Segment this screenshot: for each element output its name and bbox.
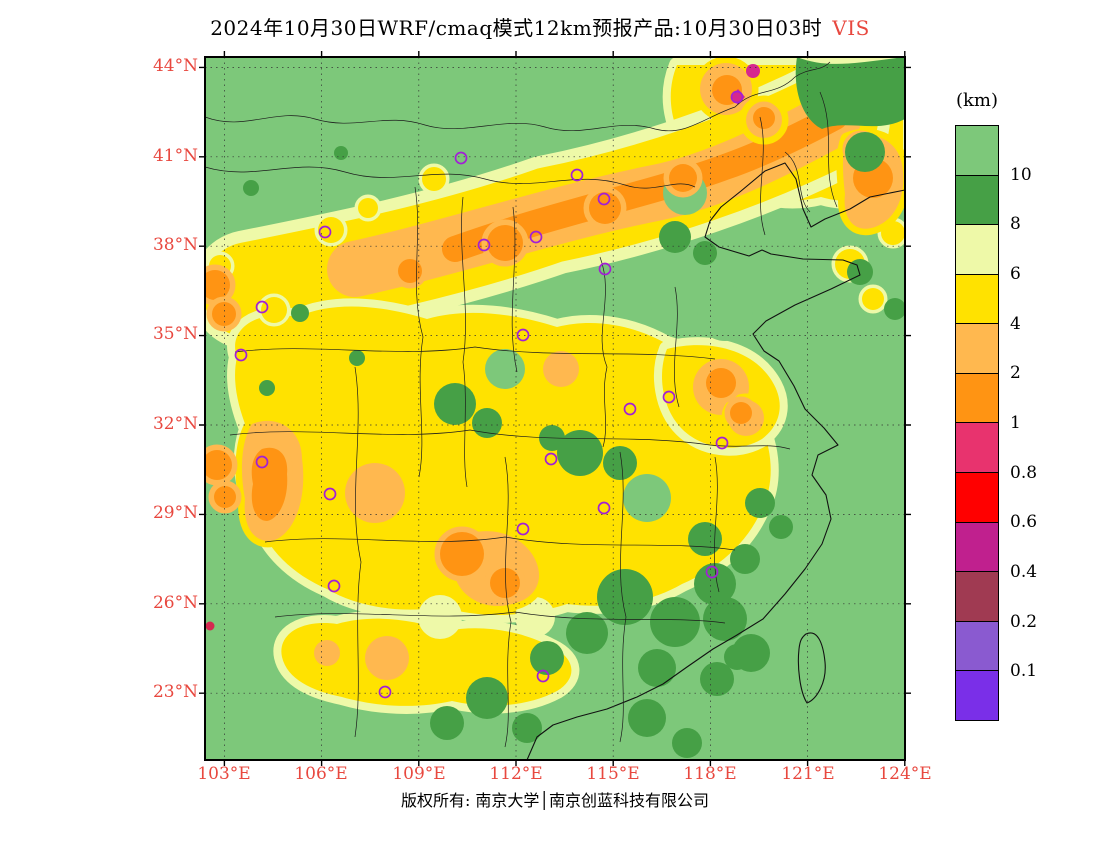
city-marker [623,402,637,416]
forecast-map-canvas [199,51,911,766]
city-marker [516,522,530,536]
map-frame [204,56,906,761]
city-marker [234,348,248,362]
colorbar-segment [956,324,998,374]
city-markers [234,90,744,699]
lon-label-112e: 112°E [489,764,543,784]
lon-label-121e: 121°E [781,764,835,784]
city-marker [378,685,392,699]
low-vis-spot [746,64,760,78]
low-vis-spot [205,621,215,631]
city-marker [662,390,676,404]
city-marker [544,452,558,466]
colorbar-segment [956,373,998,424]
colorbar-segment [956,473,998,523]
lat-label-29n: 29°N [152,503,198,523]
lat-label-38n: 38°N [152,235,198,255]
colorbar-tick-label: 6 [1010,264,1021,284]
city-marker [454,151,468,165]
city-marker [318,225,332,239]
lon-label-115e: 115°E [586,764,640,784]
copyright-text: 版权所有: 南京大学│南京创蓝科技有限公司 [400,791,710,810]
lat-label-32n: 32°N [152,414,198,434]
colorbar-tick-label: 10 [1010,165,1032,185]
plot-title-text: 2024年10月30日WRF/cmaq模式12km预报产品:10月30日03时 [210,16,823,40]
colorbar-segment [956,621,998,672]
province-boundaries [205,61,905,760]
colorbar-segment [956,572,998,622]
city-marker [516,328,530,342]
colorbar-tick-label: 1 [1010,413,1021,433]
city-marker [327,579,341,593]
colorbar-tick-label: 0.2 [1010,612,1038,632]
colorbar [955,125,999,721]
forecast-map [199,51,911,766]
colorbar-segment [956,175,998,226]
city-marker [598,262,612,276]
plot-title: 2024年10月30日WRF/cmaq模式12km预报产品:10月30日03时 V… [60,12,1020,41]
colorbar-segment [956,225,998,275]
colorbar-tick-label: 0.1 [1010,661,1038,681]
city-marker [570,168,584,182]
colorbar-tick-label: 8 [1010,214,1021,234]
lat-label-44n: 44°N [152,56,198,76]
colorbar-tick-label: 0.8 [1010,463,1038,483]
colorbar-tick-label: 2 [1010,363,1021,383]
lat-label-41n: 41°N [152,146,198,166]
city-marker [730,90,744,104]
city-marker [529,230,543,244]
lon-label-118e: 118°E [683,764,737,784]
map-fill-layer [205,57,905,760]
lon-label-109e: 109°E [392,764,446,784]
product-name: VIS [832,16,870,40]
lat-label-35n: 35°N [152,324,198,344]
lat-label-23n: 23°N [152,682,198,702]
colorbar-tick-label: 0.6 [1010,512,1038,532]
city-marker [255,455,269,469]
colorbar-tick-label: 4 [1010,314,1021,334]
lat-label-26n: 26°N [152,593,198,613]
lon-label-106e: 106°E [294,764,348,784]
colorbar-tick-label: 0.4 [1010,562,1038,582]
city-marker [255,300,269,314]
axis-ticks [199,51,911,766]
lon-label-124e: 124°E [878,764,932,784]
city-marker [597,192,611,206]
colorbar-segment [956,671,998,720]
city-marker [597,501,611,515]
colorbar-segment [956,423,998,474]
colorbar-segment [956,522,998,573]
colorbar-unit-label: (km) [955,90,999,111]
city-marker [323,487,337,501]
city-marker [477,238,491,252]
city-marker [715,436,729,450]
city-marker [536,669,550,683]
colorbar-segment [956,274,998,325]
lon-label-103e: 103°E [197,764,251,784]
city-marker [705,565,719,579]
colorbar-segment [956,126,998,176]
